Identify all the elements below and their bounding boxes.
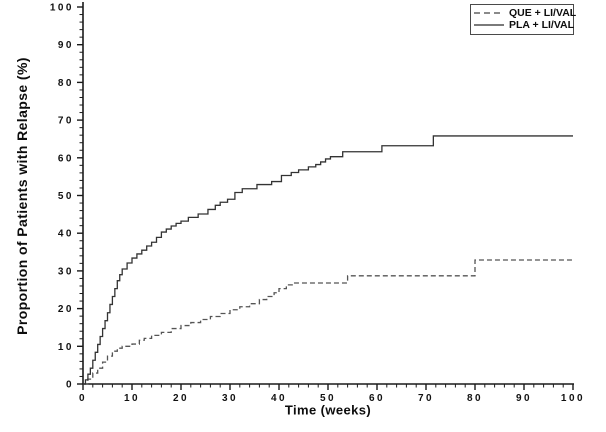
legend-item-pla: PLA + LI/VAL: [474, 19, 574, 31]
y-tick-label: 80: [58, 78, 74, 89]
x-tick-label: 50: [320, 393, 336, 404]
y-tick-label: 100: [50, 3, 74, 14]
y-tick-label: 70: [58, 116, 74, 127]
x-tick-label: 30: [222, 393, 238, 404]
solid-line-sample-icon: [474, 24, 504, 26]
dashed-line-sample-icon: [474, 12, 504, 14]
y-tick-label: 0: [66, 380, 74, 391]
series-pla: [83, 135, 573, 385]
x-axis-title: Time (weeks): [284, 402, 372, 418]
legend: QUE + LI/VAL PLA + LI/VAL: [470, 4, 576, 35]
y-tick-label: 60: [58, 153, 74, 164]
series-que: [83, 259, 573, 385]
x-tick-label: 100: [561, 393, 585, 404]
x-tick-label: 80: [467, 393, 483, 404]
y-tick-label: 10: [58, 342, 74, 353]
y-tick-label: 50: [58, 191, 74, 202]
x-tick-label: 40: [271, 393, 287, 404]
x-tick-label: 60: [369, 393, 385, 404]
y-tick-label: 40: [58, 229, 74, 240]
x-tick-label: 70: [418, 393, 434, 404]
x-tick-label: 10: [124, 393, 140, 404]
legend-item-que: QUE + LI/VAL: [474, 7, 576, 19]
legend-label: PLA + LI/VAL: [509, 19, 575, 31]
y-tick-label: 30: [58, 266, 74, 277]
y-tick-label: 20: [58, 304, 74, 315]
x-tick-label: 20: [173, 393, 189, 404]
y-tick-label: 90: [58, 40, 74, 51]
x-tick-label: 0: [79, 393, 87, 404]
y-axis-title: Proportion of Patients with Relapse (%): [14, 57, 30, 335]
legend-label: QUE + LI/VAL: [509, 7, 577, 19]
x-tick-label: 90: [516, 393, 532, 404]
